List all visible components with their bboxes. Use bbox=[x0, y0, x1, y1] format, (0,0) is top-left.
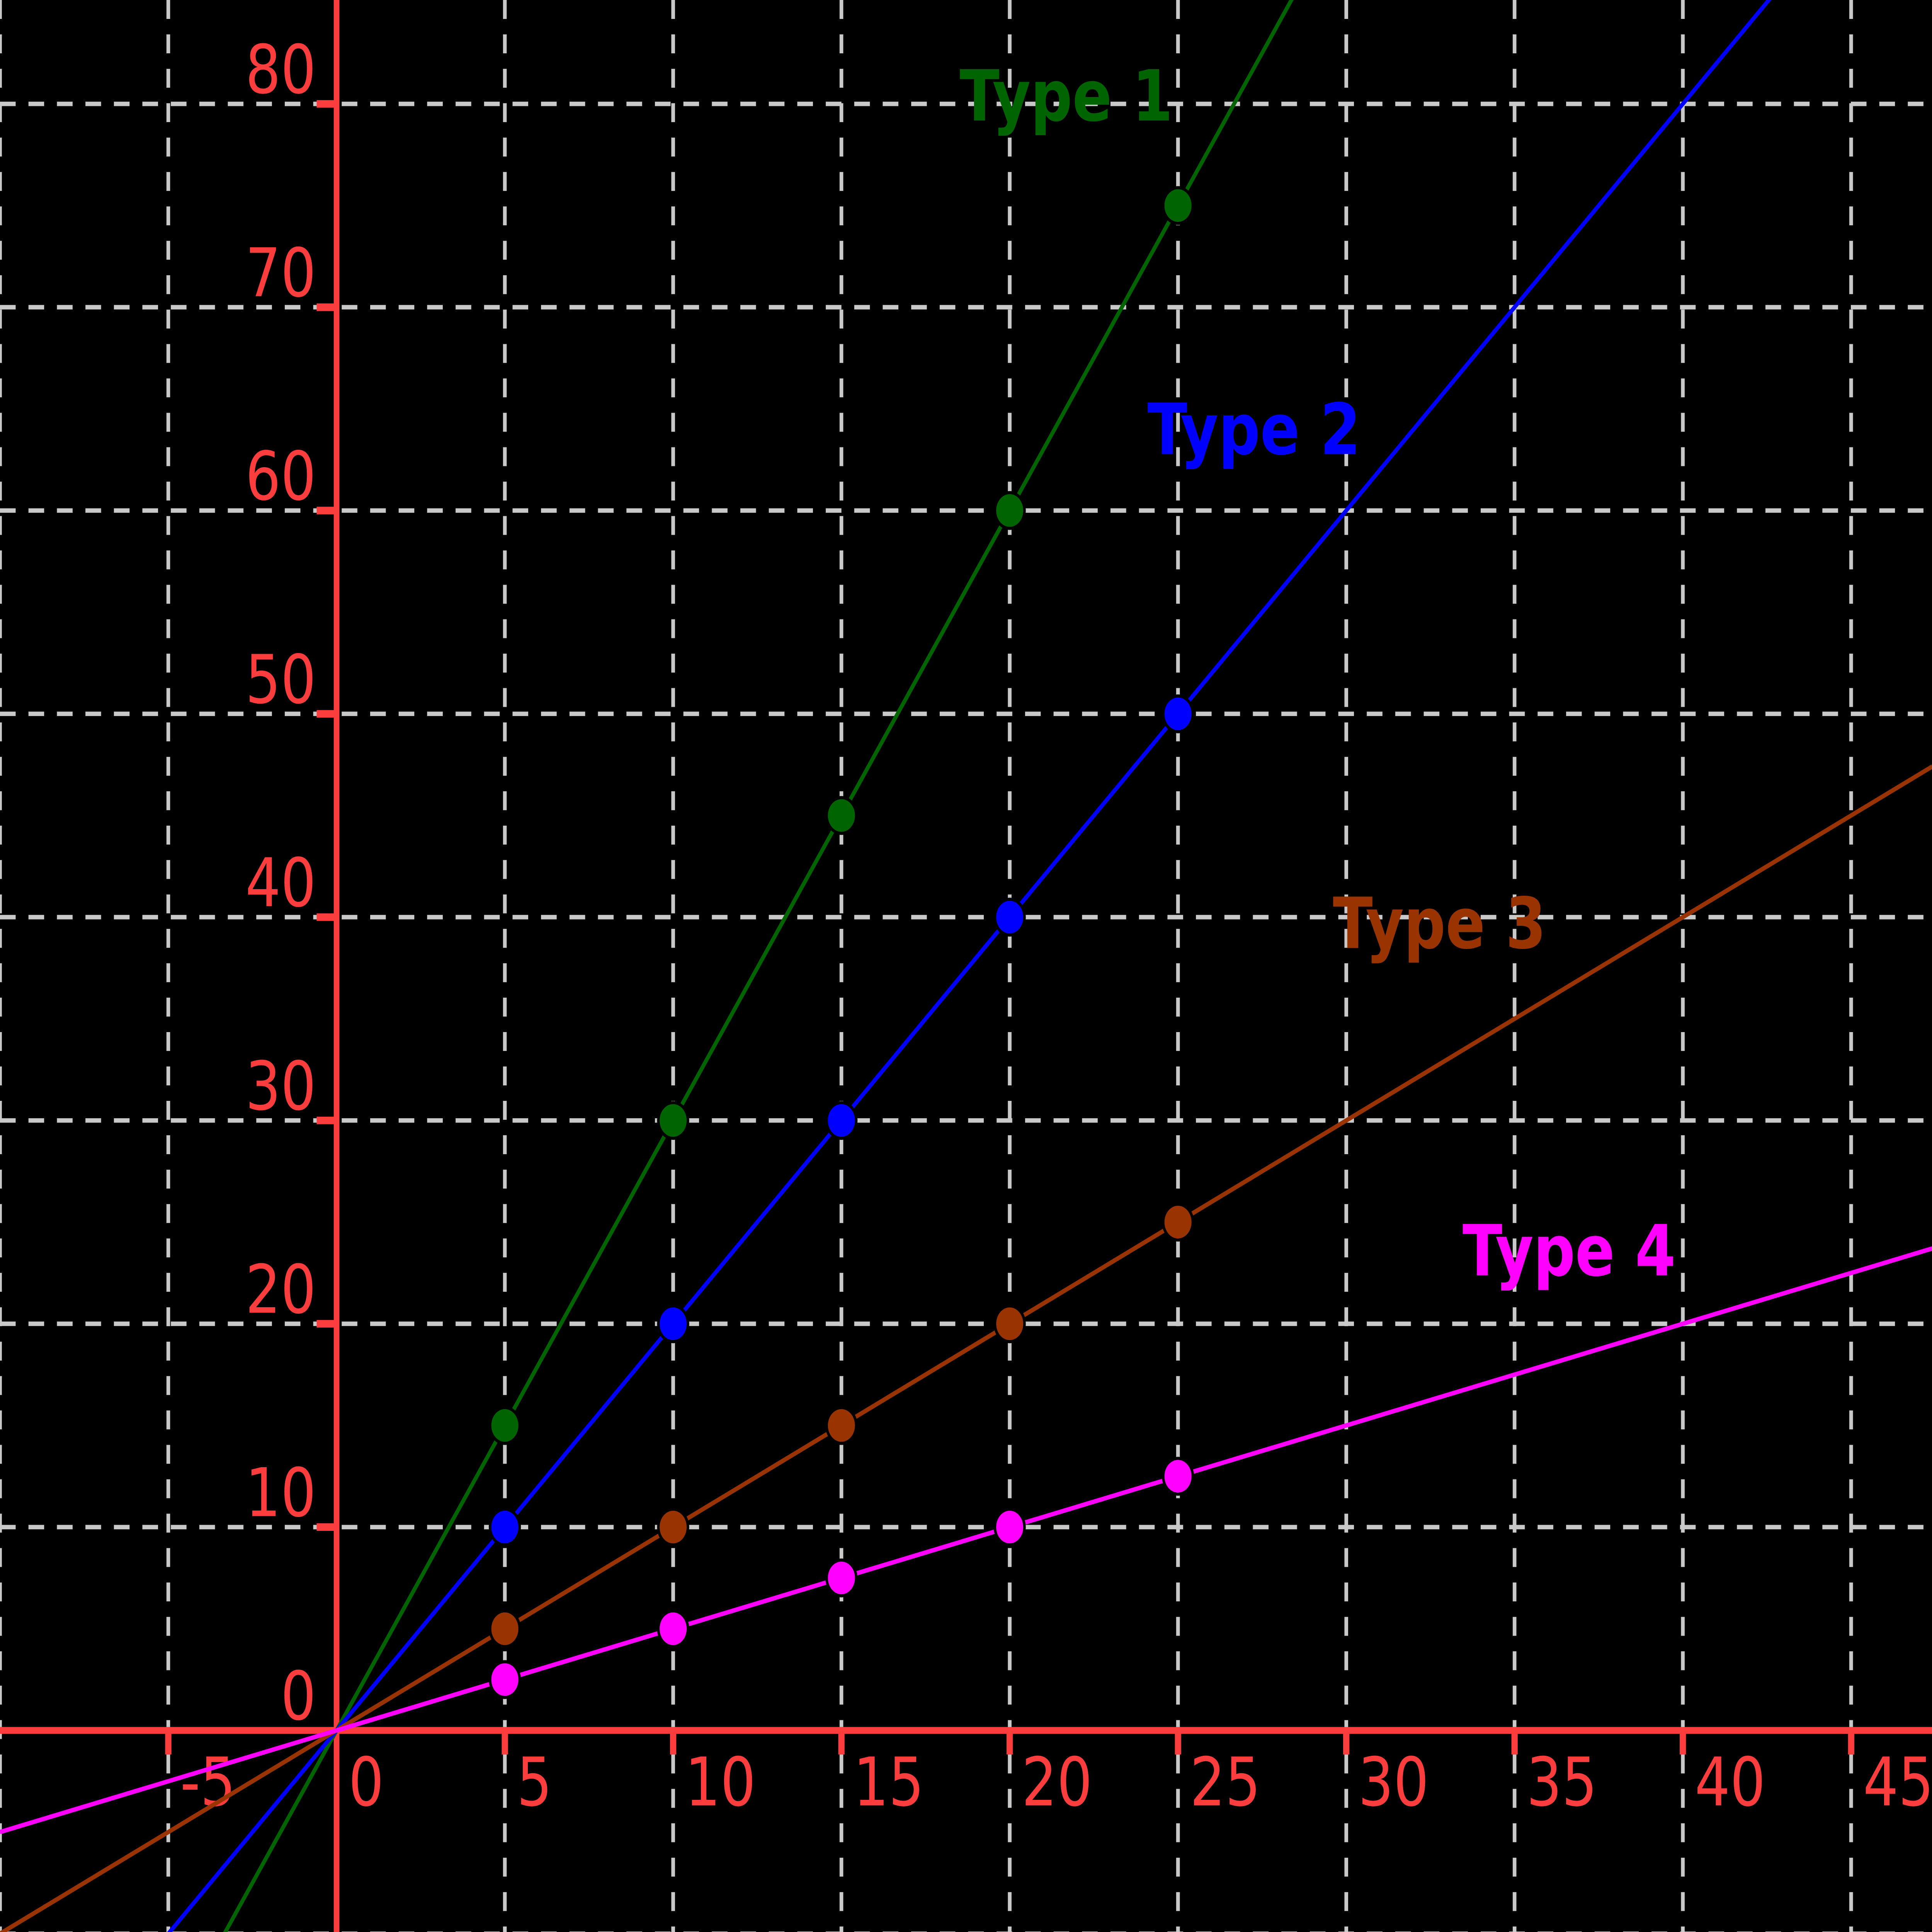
series-label-type-1: Type 1 bbox=[960, 55, 1173, 138]
data-point-type-3-x10 bbox=[657, 1507, 689, 1547]
series-label-type-2: Type 2 bbox=[1148, 388, 1361, 471]
data-point-type-1-x25 bbox=[1162, 186, 1194, 225]
y-tick-label-60: 60 bbox=[245, 437, 316, 515]
x-tick-label-20: 20 bbox=[1022, 1743, 1092, 1821]
data-point-type-2-x5 bbox=[488, 1507, 521, 1547]
data-point-type-1-x10 bbox=[657, 1101, 689, 1140]
data-point-type-1-x5 bbox=[488, 1406, 521, 1445]
data-point-type-1-x15 bbox=[825, 796, 858, 835]
data-point-type-4-x15 bbox=[825, 1558, 858, 1597]
x-tick-label-30: 30 bbox=[1358, 1743, 1429, 1821]
x-tick-label-10: 10 bbox=[685, 1743, 756, 1821]
data-point-type-2-x15 bbox=[825, 1101, 858, 1140]
x-tick-label-45: 45 bbox=[1863, 1743, 1932, 1821]
y-tick-label-80: 80 bbox=[245, 31, 316, 109]
data-point-type-3-x25 bbox=[1162, 1202, 1194, 1242]
data-point-type-3-x20 bbox=[993, 1304, 1026, 1344]
y-tick-label-30: 30 bbox=[245, 1047, 316, 1126]
y-tick-label-0: 0 bbox=[281, 1657, 316, 1736]
x-tick-label-0: 0 bbox=[349, 1743, 384, 1821]
series-label-type-4: Type 4 bbox=[1463, 1210, 1676, 1293]
series-labels: Type 1 Type 2 Type 3 Type 4 bbox=[960, 55, 1676, 1292]
y-tick-label-50: 50 bbox=[245, 641, 316, 719]
series-label-type-3: Type 3 bbox=[1333, 883, 1546, 965]
data-point-type-4-x25 bbox=[1162, 1457, 1194, 1496]
x-tick-label-40: 40 bbox=[1695, 1743, 1765, 1821]
data-point-type-4-x10 bbox=[657, 1609, 689, 1648]
y-tick-label-20: 20 bbox=[245, 1250, 316, 1329]
data-point-type-2-x10 bbox=[657, 1304, 689, 1344]
data-point-type-4-x5 bbox=[488, 1660, 521, 1699]
data-point-type-3-x15 bbox=[825, 1406, 858, 1445]
series-line-type-3 bbox=[0, 764, 1932, 1932]
y-tick-label-40: 40 bbox=[245, 844, 316, 922]
y-tick-label-10: 10 bbox=[245, 1454, 316, 1532]
y-tick-label-70: 70 bbox=[245, 234, 316, 312]
x-tick-label-35: 35 bbox=[1527, 1743, 1597, 1821]
data-point-type-4-x20 bbox=[993, 1507, 1026, 1547]
axis-ticks bbox=[165, 100, 1854, 1755]
series-line-type-4 bbox=[0, 1246, 1932, 1834]
x-tick-label-25: 25 bbox=[1190, 1743, 1261, 1821]
data-point-type-2-x20 bbox=[993, 898, 1026, 937]
x-tick-label-5: 5 bbox=[517, 1743, 552, 1821]
data-point-type-2-x25 bbox=[1162, 694, 1194, 733]
data-point-type-3-x5 bbox=[488, 1609, 521, 1648]
data-points bbox=[488, 186, 1194, 1699]
x-tick-label-15: 15 bbox=[854, 1743, 924, 1821]
data-point-type-1-x20 bbox=[993, 491, 1026, 530]
